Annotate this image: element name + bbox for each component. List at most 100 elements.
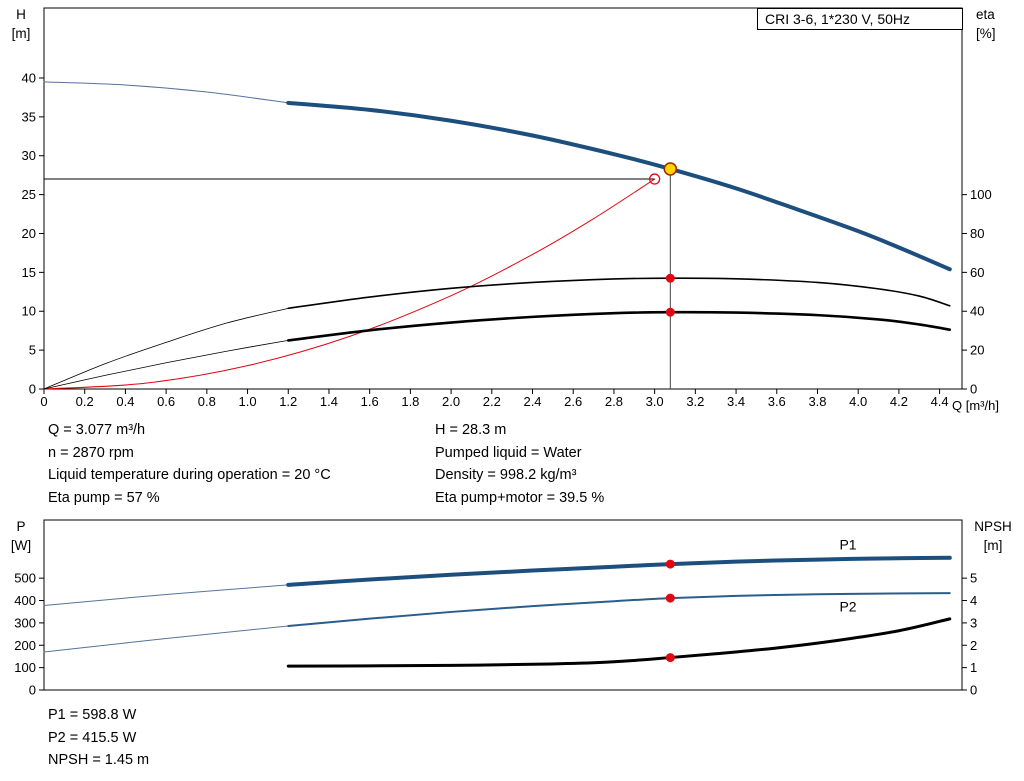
p1-label: P1 bbox=[839, 536, 856, 552]
right-tick-label: 5 bbox=[970, 571, 977, 586]
p-axis-symbol: P bbox=[16, 519, 26, 534]
left-tick-label: 0 bbox=[29, 683, 36, 698]
left-tick-label: 100 bbox=[14, 660, 36, 675]
x-tick-label: 1.8 bbox=[401, 394, 419, 409]
eta-pump-motor-curve bbox=[286, 310, 952, 342]
h-axis-title: H [m] bbox=[2, 5, 40, 43]
p1-curve bbox=[286, 555, 952, 587]
info-line-q: Q = 3.077 m³/h bbox=[48, 422, 146, 438]
left-tick-label: 200 bbox=[14, 638, 36, 653]
x-tick-label: 0 bbox=[40, 394, 47, 409]
p-axis-unit: [W] bbox=[10, 538, 32, 553]
right-tick-label: 3 bbox=[970, 615, 977, 630]
h-axis-unit: [m] bbox=[11, 26, 31, 41]
eta-pump-motor-point bbox=[665, 307, 675, 317]
requested-duty-point bbox=[648, 173, 661, 185]
x-tick-label: 4.0 bbox=[849, 394, 867, 409]
left-tick-label: 5 bbox=[29, 343, 36, 358]
right-tick-label: 0 bbox=[970, 683, 977, 698]
x-tick-label: 2.0 bbox=[442, 394, 460, 409]
x-tick-label: 0.8 bbox=[198, 394, 216, 409]
p2-extension bbox=[43, 625, 289, 653]
p2-label: P2 bbox=[839, 598, 856, 614]
eta-axis-unit: [%] bbox=[976, 26, 996, 41]
left-tick-label: 300 bbox=[14, 615, 36, 630]
right-tick-label: 4 bbox=[970, 593, 977, 608]
p1-extension bbox=[43, 584, 289, 606]
left-tick-label: 15 bbox=[22, 265, 36, 280]
right-tick-label: 100 bbox=[970, 187, 992, 202]
duty-info-left: Q = 3.077 m³/h n = 2870 rpm Liquid tempe… bbox=[48, 419, 331, 510]
right-tick-label: 20 bbox=[970, 343, 984, 358]
x-tick-label: 0.2 bbox=[76, 394, 94, 409]
eta-pump-motor-extension bbox=[43, 340, 289, 390]
x-tick-label: 1.4 bbox=[320, 394, 338, 409]
info-line-temperature: Liquid temperature during operation = 20… bbox=[48, 467, 331, 484]
right-tick-label: 0 bbox=[970, 382, 977, 397]
npsh-axis-unit: [m] bbox=[983, 538, 1003, 553]
eta-pump-extension bbox=[43, 307, 289, 390]
left-tick-label: 20 bbox=[22, 226, 36, 241]
info-line-liquid: Pumped liquid = Water bbox=[435, 444, 582, 461]
info-line-npsh: NPSH = 1.45 m bbox=[48, 752, 150, 769]
info-line-h: H = 28.3 m bbox=[435, 422, 507, 438]
x-tick-label: 2.8 bbox=[605, 394, 623, 409]
x-tick-label: 1.0 bbox=[239, 394, 257, 409]
info-line-p2: P2 = 415.5 W bbox=[48, 729, 137, 746]
x-tick-label: 2.6 bbox=[564, 394, 582, 409]
npsh-curve bbox=[286, 617, 952, 668]
system-curve bbox=[43, 178, 656, 390]
npsh-point bbox=[665, 653, 675, 663]
x-tick-label: 1.6 bbox=[361, 394, 379, 409]
left-tick-label: 400 bbox=[14, 593, 36, 608]
p2-point bbox=[665, 593, 675, 603]
info-line-density: Density = 998.2 kg/m³ bbox=[435, 467, 577, 484]
qh-curve-extension bbox=[43, 81, 289, 104]
info-line-n: n = 2870 rpm bbox=[48, 444, 134, 461]
right-tick-label: 40 bbox=[970, 304, 984, 319]
x-tick-label: 3.8 bbox=[808, 394, 826, 409]
x-tick-label: 3.0 bbox=[646, 394, 664, 409]
x-tick-label: 3.4 bbox=[727, 394, 745, 409]
right-tick-label: 1 bbox=[970, 660, 977, 675]
info-line-p1: P1 = 598.8 W bbox=[48, 707, 137, 723]
x-tick-label: 0.4 bbox=[116, 394, 134, 409]
right-tick-label: 2 bbox=[970, 638, 977, 653]
x-tick-label: 0.6 bbox=[157, 394, 175, 409]
eta-axis-title: eta [%] bbox=[976, 5, 1022, 43]
duty-point[interactable] bbox=[663, 162, 678, 176]
npsh-axis-title: NPSH [m] bbox=[964, 517, 1022, 555]
p2-curve bbox=[287, 592, 951, 628]
info-line-eta-pump: Eta pump = 57 % bbox=[48, 490, 160, 507]
eta-axis-symbol: eta bbox=[976, 7, 995, 22]
x-tick-label: 4.2 bbox=[890, 394, 908, 409]
q-axis-title: Q [m³/h] bbox=[952, 398, 999, 413]
x-tick-label: 2.4 bbox=[523, 394, 541, 409]
qh-eta-chart-frame bbox=[43, 7, 963, 390]
left-tick-label: 30 bbox=[22, 148, 36, 163]
info-line-eta-pump-motor: Eta pump+motor = 39.5 % bbox=[435, 490, 605, 507]
duty-info-right: H = 28.3 m Pumped liquid = Water Density… bbox=[435, 419, 604, 510]
right-tick-label: 60 bbox=[970, 265, 984, 280]
left-tick-label: 25 bbox=[22, 187, 36, 202]
npsh-axis-symbol: NPSH bbox=[974, 519, 1012, 534]
left-tick-label: 35 bbox=[22, 109, 36, 124]
qh-curve bbox=[286, 100, 952, 272]
x-tick-label: 3.2 bbox=[686, 394, 704, 409]
left-tick-label: 10 bbox=[22, 304, 36, 319]
left-tick-label: 0 bbox=[29, 382, 36, 397]
eta-pump-curve bbox=[287, 277, 951, 310]
left-tick-label: 500 bbox=[14, 571, 36, 586]
x-tick-label: 4.4 bbox=[931, 394, 949, 409]
h-axis-symbol: H bbox=[16, 7, 26, 22]
pump-title-box: CRI 3-6, 1*230 V, 50Hz bbox=[757, 8, 963, 30]
power-info: P1 = 598.8 W P2 = 415.5 W NPSH = 1.45 m bbox=[48, 704, 149, 772]
x-tick-label: 2.2 bbox=[483, 394, 501, 409]
left-tick-label: 40 bbox=[22, 70, 36, 85]
x-tick-label: 1.2 bbox=[279, 394, 297, 409]
right-tick-label: 80 bbox=[970, 226, 984, 241]
p-axis-title: P [W] bbox=[2, 517, 40, 555]
eta-pump-point bbox=[665, 273, 675, 283]
